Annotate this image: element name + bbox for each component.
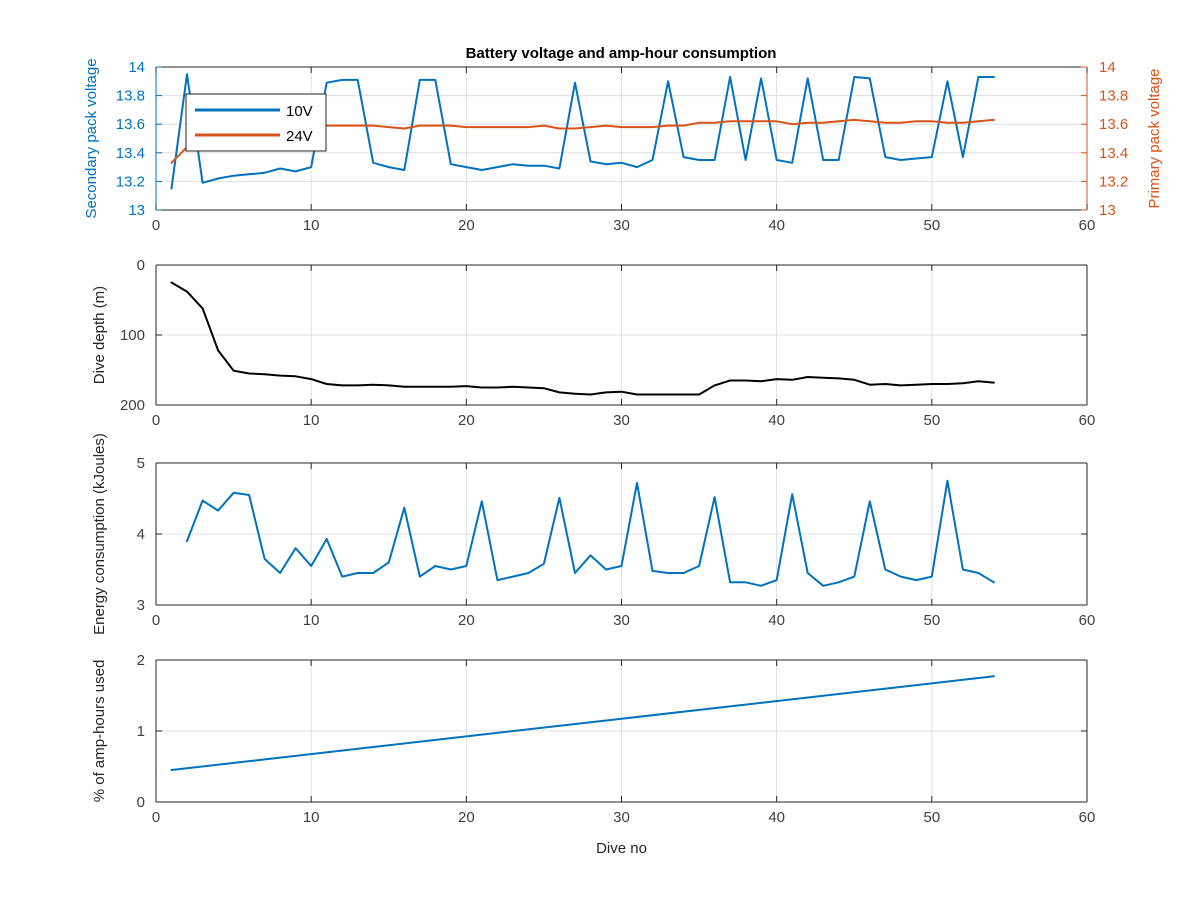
x-tick-label: 50 (923, 809, 940, 826)
y-axis-label: % of amp-hours used (91, 660, 108, 803)
subplot-4: 0 10 20 30 40 50 60 0 1 2 % of amp-hours used Dive … (91, 652, 1095, 857)
x-tick-label: 30 (613, 612, 630, 629)
y-right-tick-label: 13 (1099, 202, 1116, 219)
x-tick-label: 60 (1079, 612, 1096, 629)
x-tick-label: 50 (923, 612, 940, 629)
series-line-1 (170, 281, 995, 396)
x-tick-label: 0 (152, 612, 160, 629)
x-axis-label: Dive no (596, 840, 647, 857)
x-tick-label: 40 (768, 612, 785, 629)
subplot-3: 0 10 20 30 40 50 60 3 4 5 Energy consumption (kJou… (91, 433, 1095, 635)
y-tick-label: 0 (137, 257, 145, 274)
x-tick-label: 60 (1079, 412, 1096, 429)
x-tick-label: 20 (458, 412, 475, 429)
x-tick-label: 0 (152, 217, 160, 234)
x-tick-label: 20 (458, 809, 475, 826)
y-right-tick-label: 14 (1099, 59, 1116, 76)
x-tick-label: 60 (1079, 809, 1096, 826)
x-tick-label: 10 (303, 809, 320, 826)
x-tick-label: 0 (152, 809, 160, 826)
x-tick-label: 0 (152, 412, 160, 429)
series-line-1 (170, 675, 995, 771)
subplot-2: 0 10 20 30 40 50 60 0 100 200 Dive depth (m) (91, 257, 1095, 429)
figure-title: Battery voltage and amp-hour consumption (466, 45, 777, 62)
y-axis-label: Dive depth (m) (91, 286, 108, 384)
y-tick-label: 2 (137, 652, 145, 669)
x-tick-label: 40 (768, 412, 785, 429)
x-tick-label: 10 (303, 412, 320, 429)
legend-label-24v: 24V (286, 128, 313, 145)
x-tick-label: 30 (613, 412, 630, 429)
y-tick-label: 13.2 (116, 173, 145, 190)
y-right-tick-label: 13.4 (1099, 145, 1128, 162)
x-tick-label: 30 (613, 217, 630, 234)
subplots: 0 10 20 30 40 50 601313.213.413.613.8141313.21… (83, 58, 1163, 857)
y-tick-label: 0 (137, 794, 145, 811)
x-tick-label: 10 (303, 612, 320, 629)
y-tick-label: 13.4 (116, 145, 145, 162)
x-tick-label: 20 (458, 217, 475, 234)
legend-box (185, 93, 327, 152)
x-tick-label: 50 (923, 217, 940, 234)
y-tick-label: 100 (120, 327, 145, 344)
y-tick-label: 13 (128, 202, 145, 219)
legend-label-10v: 10V (286, 103, 313, 120)
y-right-tick-label: 13.8 (1099, 88, 1128, 105)
y-tick-label: 13.8 (116, 88, 145, 105)
subplot-1: 0 10 20 30 40 50 601313.213.413.613.8141313.21… (83, 58, 1163, 234)
x-tick-label: 40 (768, 809, 785, 826)
y-axis-label: Energy consumption (kJoules) (91, 433, 108, 635)
y-tick-label: 5 (137, 455, 145, 472)
y-tick-label: 3 (137, 597, 145, 614)
y-tick-label: 13.6 (116, 116, 145, 133)
y-right-tick-label: 13.6 (1099, 116, 1128, 133)
y-axis-label: Secondary pack voltage (83, 58, 100, 218)
x-tick-label: 20 (458, 612, 475, 629)
x-tick-label: 10 (303, 217, 320, 234)
y-right-tick-label: 13.2 (1099, 173, 1128, 190)
y-tick-label: 14 (128, 59, 145, 76)
y-tick-label: 1 (137, 723, 145, 740)
y-tick-label: 4 (137, 526, 145, 543)
series-line-10v (170, 73, 995, 190)
y-axis-right-label: Primary pack voltage (1146, 68, 1163, 208)
y-tick-label: 200 (120, 397, 145, 414)
x-tick-label: 60 (1079, 217, 1096, 234)
x-tick-label: 50 (923, 412, 940, 429)
x-tick-label: 30 (613, 809, 630, 826)
series-line-1 (186, 479, 995, 587)
x-tick-label: 40 (768, 217, 785, 234)
